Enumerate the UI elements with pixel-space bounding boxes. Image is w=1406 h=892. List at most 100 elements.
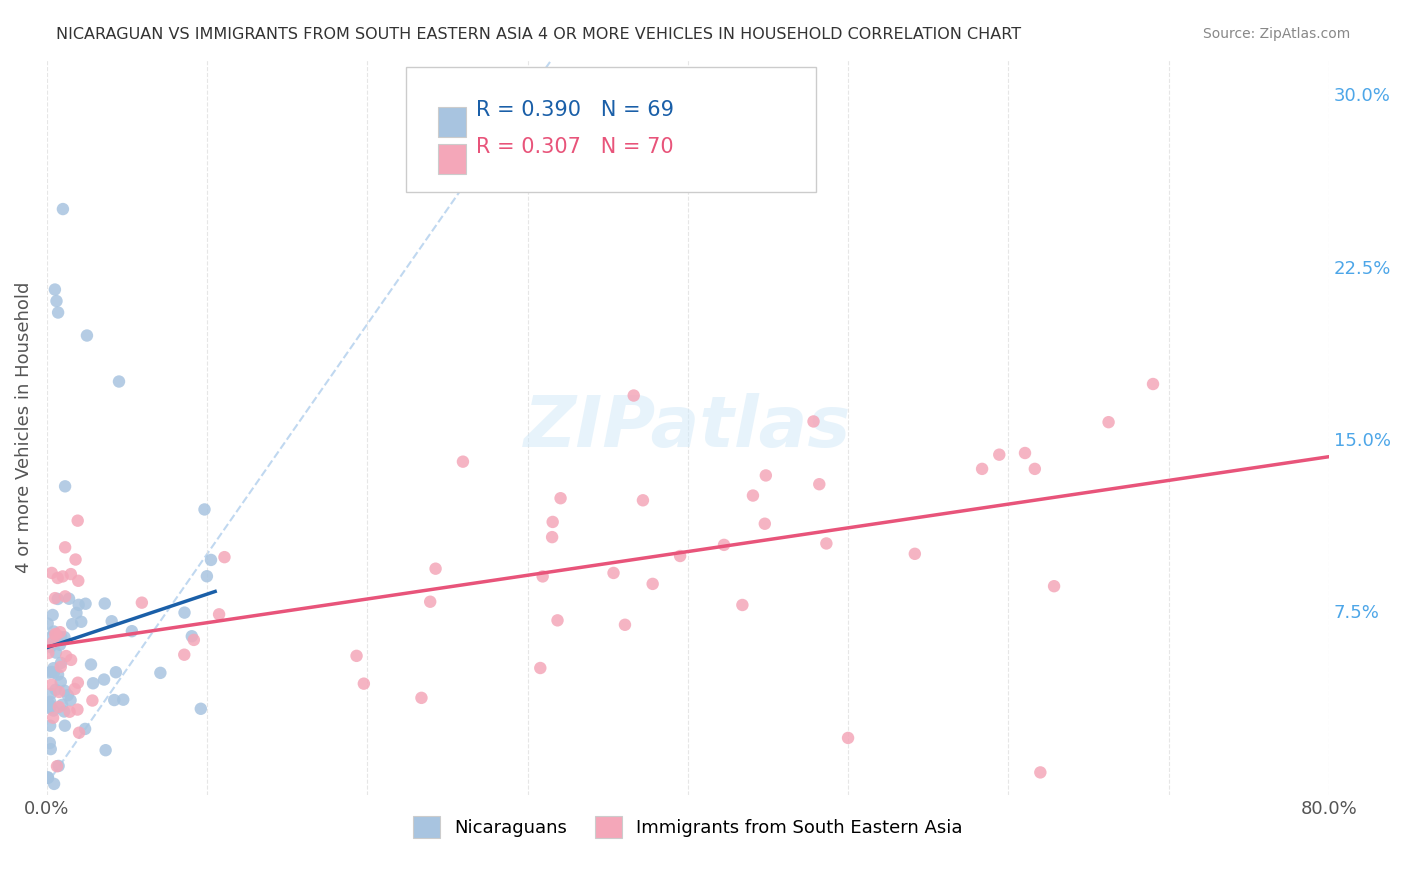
Point: [190, 702, 212, 716]
Point: [94, 597, 117, 611]
Point: [58, 591, 80, 606]
Point: [44, 627, 66, 641]
Point: [419, 595, 441, 609]
Point: [531, 569, 554, 583]
Point: [195, 569, 218, 583]
Point: [451, 455, 474, 469]
FancyBboxPatch shape: [406, 67, 815, 192]
Point: [100, 614, 122, 628]
Point: [121, 624, 143, 639]
Point: [38, 736, 60, 750]
Point: [49, 674, 72, 689]
Point: [803, 414, 825, 428]
Point: [51, 630, 73, 644]
Point: [75, 597, 97, 611]
Point: [37, 699, 59, 714]
Point: [425, 562, 447, 576]
Point: [58, 705, 80, 719]
Point: [1029, 765, 1052, 780]
Point: [42, 704, 65, 718]
Point: [200, 553, 222, 567]
Point: [67, 574, 90, 588]
Point: [53, 705, 76, 719]
Point: [44, 591, 66, 606]
Point: [602, 566, 624, 580]
Point: [37, 646, 59, 660]
Point: [39, 630, 62, 644]
Point: [623, 388, 645, 402]
Text: Source: ZipAtlas.com: Source: ZipAtlas.com: [1202, 27, 1350, 41]
Point: [214, 550, 236, 565]
Text: R = 0.307   N = 70: R = 0.307 N = 70: [477, 136, 673, 157]
Point: [547, 613, 569, 627]
Point: [60, 653, 83, 667]
Point: [754, 516, 776, 531]
Point: [42, 711, 65, 725]
Point: [669, 549, 692, 563]
Point: [55, 648, 77, 663]
Point: [93, 673, 115, 687]
Point: [41, 566, 63, 580]
Point: [65, 552, 87, 566]
Point: [808, 477, 831, 491]
Point: [1014, 446, 1036, 460]
Point: [37, 616, 59, 631]
Point: [59, 693, 82, 707]
Point: [173, 606, 195, 620]
Point: [42, 665, 65, 680]
Point: [56, 688, 79, 702]
Point: [183, 632, 205, 647]
Point: [39, 695, 62, 709]
Point: [45, 628, 67, 642]
Point: [52, 569, 75, 583]
Point: [49, 638, 72, 652]
Point: [75, 722, 97, 736]
Point: [1142, 377, 1164, 392]
Point: [39, 719, 62, 733]
Point: [65, 606, 87, 620]
Point: [39, 742, 62, 756]
Point: [53, 590, 76, 604]
Point: [103, 693, 125, 707]
Text: NICARAGUAN VS IMMIGRANTS FROM SOUTH EASTERN ASIA 4 OR MORE VEHICLES IN HOUSEHOLD: NICARAGUAN VS IMMIGRANTS FROM SOUTH EAST…: [56, 27, 1021, 42]
Text: R = 0.390   N = 69: R = 0.390 N = 69: [477, 100, 675, 120]
Point: [48, 685, 70, 699]
Point: [41, 678, 63, 692]
Point: [108, 375, 131, 389]
Point: [51, 698, 73, 712]
Point: [193, 502, 215, 516]
Point: [60, 617, 83, 632]
Point: [44, 283, 66, 297]
Point: [208, 607, 231, 622]
Point: [53, 541, 76, 555]
Point: [46, 305, 69, 319]
Point: [53, 683, 76, 698]
Point: [39, 698, 62, 713]
Point: [82, 676, 104, 690]
Point: [66, 702, 89, 716]
Point: [48, 700, 70, 714]
Point: [67, 725, 90, 739]
Point: [1024, 462, 1046, 476]
Point: [37, 770, 59, 784]
Point: [67, 598, 90, 612]
Point: [39, 687, 62, 701]
Point: [45, 293, 67, 308]
Point: [45, 682, 67, 697]
Point: [149, 665, 172, 680]
Point: [53, 630, 76, 644]
Point: [70, 615, 93, 629]
Point: [37, 696, 59, 710]
Point: [988, 448, 1011, 462]
Point: [837, 731, 859, 745]
Point: [42, 624, 65, 639]
Point: [541, 530, 564, 544]
Point: [46, 571, 69, 585]
Point: [46, 667, 69, 681]
Point: [180, 629, 202, 643]
Point: [541, 515, 564, 529]
Point: [529, 661, 551, 675]
Point: [42, 661, 65, 675]
Point: [53, 479, 76, 493]
Point: [173, 648, 195, 662]
